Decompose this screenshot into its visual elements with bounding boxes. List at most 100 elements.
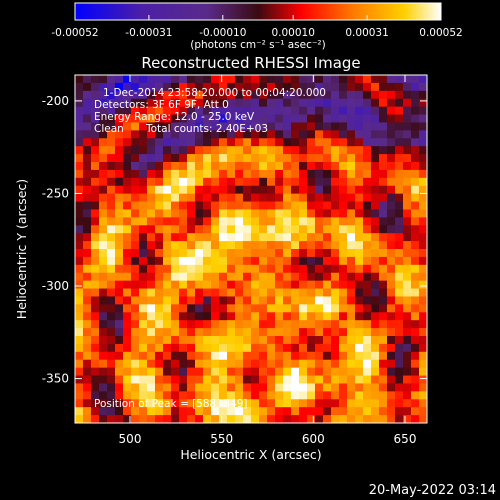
heatmap-cell	[299, 336, 308, 345]
heatmap-cell	[235, 169, 244, 179]
heatmap-cell	[299, 367, 308, 376]
heatmap-cell	[411, 98, 420, 108]
heatmap-cell	[99, 138, 108, 147]
heatmap-cell	[315, 312, 324, 321]
heatmap-cell	[131, 328, 140, 337]
heatmap-cell	[387, 320, 396, 329]
heatmap-cell	[347, 82, 356, 92]
heatmap-cell	[283, 367, 292, 376]
heatmap-cell	[307, 146, 316, 155]
heatmap-cell	[83, 130, 92, 139]
heatmap-cell	[131, 114, 140, 123]
heatmap-cell	[315, 336, 324, 345]
heatmap-cell	[403, 193, 412, 202]
heatmap-cell	[131, 122, 140, 131]
heatmap-cell	[235, 383, 244, 392]
heatmap-cell	[267, 241, 276, 250]
heatmap-cell	[187, 138, 196, 147]
heatmap-cell	[267, 98, 276, 108]
heatmap-cell	[379, 90, 388, 100]
heatmap-cell	[347, 106, 356, 115]
heatmap-cell	[171, 272, 180, 282]
heatmap-cell	[323, 351, 332, 361]
heatmap-cell	[75, 162, 84, 171]
heatmap-cell	[251, 130, 260, 139]
heatmap-cell	[267, 415, 276, 423]
heatmap-cell	[131, 280, 140, 289]
heatmap-cell	[323, 122, 332, 131]
heatmap-cell	[91, 375, 100, 384]
heatmap-cell	[291, 351, 300, 361]
heatmap-cell	[395, 98, 404, 108]
heatmap-cell	[347, 90, 356, 100]
heatmap-cell	[123, 399, 132, 408]
heatmap-cell	[187, 407, 196, 416]
heatmap-cell	[283, 209, 292, 218]
heatmap-cell	[131, 162, 140, 171]
heatmap-cell	[307, 288, 316, 297]
heatmap-cell	[75, 407, 84, 416]
heatmap-cell	[243, 249, 252, 258]
heatmap-cell	[371, 169, 380, 179]
heatmap-cell	[227, 328, 236, 337]
heatmap-cell	[347, 185, 356, 195]
heatmap-cell	[163, 343, 172, 353]
heatmap-cell	[275, 130, 284, 139]
heatmap-cell	[203, 193, 212, 202]
heatmap-cell	[107, 264, 116, 274]
heatmap-cell	[211, 130, 220, 139]
heatmap-cell	[363, 122, 372, 131]
heatmap-cell	[283, 90, 292, 100]
heatmap-cell	[371, 177, 380, 187]
heatmap-cell	[179, 114, 188, 123]
heatmap-cell	[171, 391, 180, 400]
heatmap-cell	[187, 359, 196, 369]
heatmap-cell	[243, 154, 252, 163]
heatmap-cell	[243, 351, 252, 361]
heatmap-cell	[195, 154, 204, 163]
heatmap-cell	[219, 75, 228, 84]
heatmap-cell	[187, 225, 196, 234]
heatmap-cell	[219, 359, 228, 369]
heatmap-cell	[395, 82, 404, 92]
heatmap-cell	[331, 288, 340, 297]
heatmap-cell	[387, 106, 396, 115]
heatmap-cell	[363, 359, 372, 369]
heatmap-cell	[315, 209, 324, 218]
heatmap-cell	[419, 359, 427, 369]
heatmap-cell	[123, 209, 132, 218]
heatmap-cell	[227, 209, 236, 218]
heatmap-cell	[275, 280, 284, 289]
heatmap-cell	[139, 351, 148, 361]
heatmap-cell	[91, 383, 100, 392]
heatmap-cell	[243, 296, 252, 305]
heatmap-cell	[147, 241, 156, 250]
heatmap-cell	[75, 383, 84, 392]
heatmap-cell	[107, 122, 116, 131]
heatmap-cell	[139, 367, 148, 376]
heatmap-cell	[339, 359, 348, 369]
heatmap-cell	[139, 407, 148, 416]
heatmap-cell	[323, 256, 332, 266]
heatmap-cell	[371, 75, 380, 84]
heatmap-cell	[419, 225, 427, 234]
heatmap-cell	[307, 225, 316, 234]
heatmap-cell	[387, 359, 396, 369]
heatmap-cell	[187, 264, 196, 274]
heatmap-cell	[267, 209, 276, 218]
heatmap-cell	[139, 375, 148, 384]
heatmap-cell	[227, 415, 236, 423]
heatmap-cell	[163, 233, 172, 242]
heatmap-cell	[171, 75, 180, 84]
heatmap-cell	[203, 106, 212, 115]
heatmap-cell	[307, 241, 316, 250]
heatmap-cell	[323, 241, 332, 250]
heatmap-cell	[107, 351, 116, 361]
heatmap-cell	[379, 98, 388, 108]
heatmap-cell	[131, 367, 140, 376]
heatmap-cell	[387, 296, 396, 305]
heatmap-cell	[291, 82, 300, 92]
heatmap-cell	[171, 98, 180, 108]
heatmap-cell	[315, 146, 324, 155]
heatmap-cell	[291, 98, 300, 108]
